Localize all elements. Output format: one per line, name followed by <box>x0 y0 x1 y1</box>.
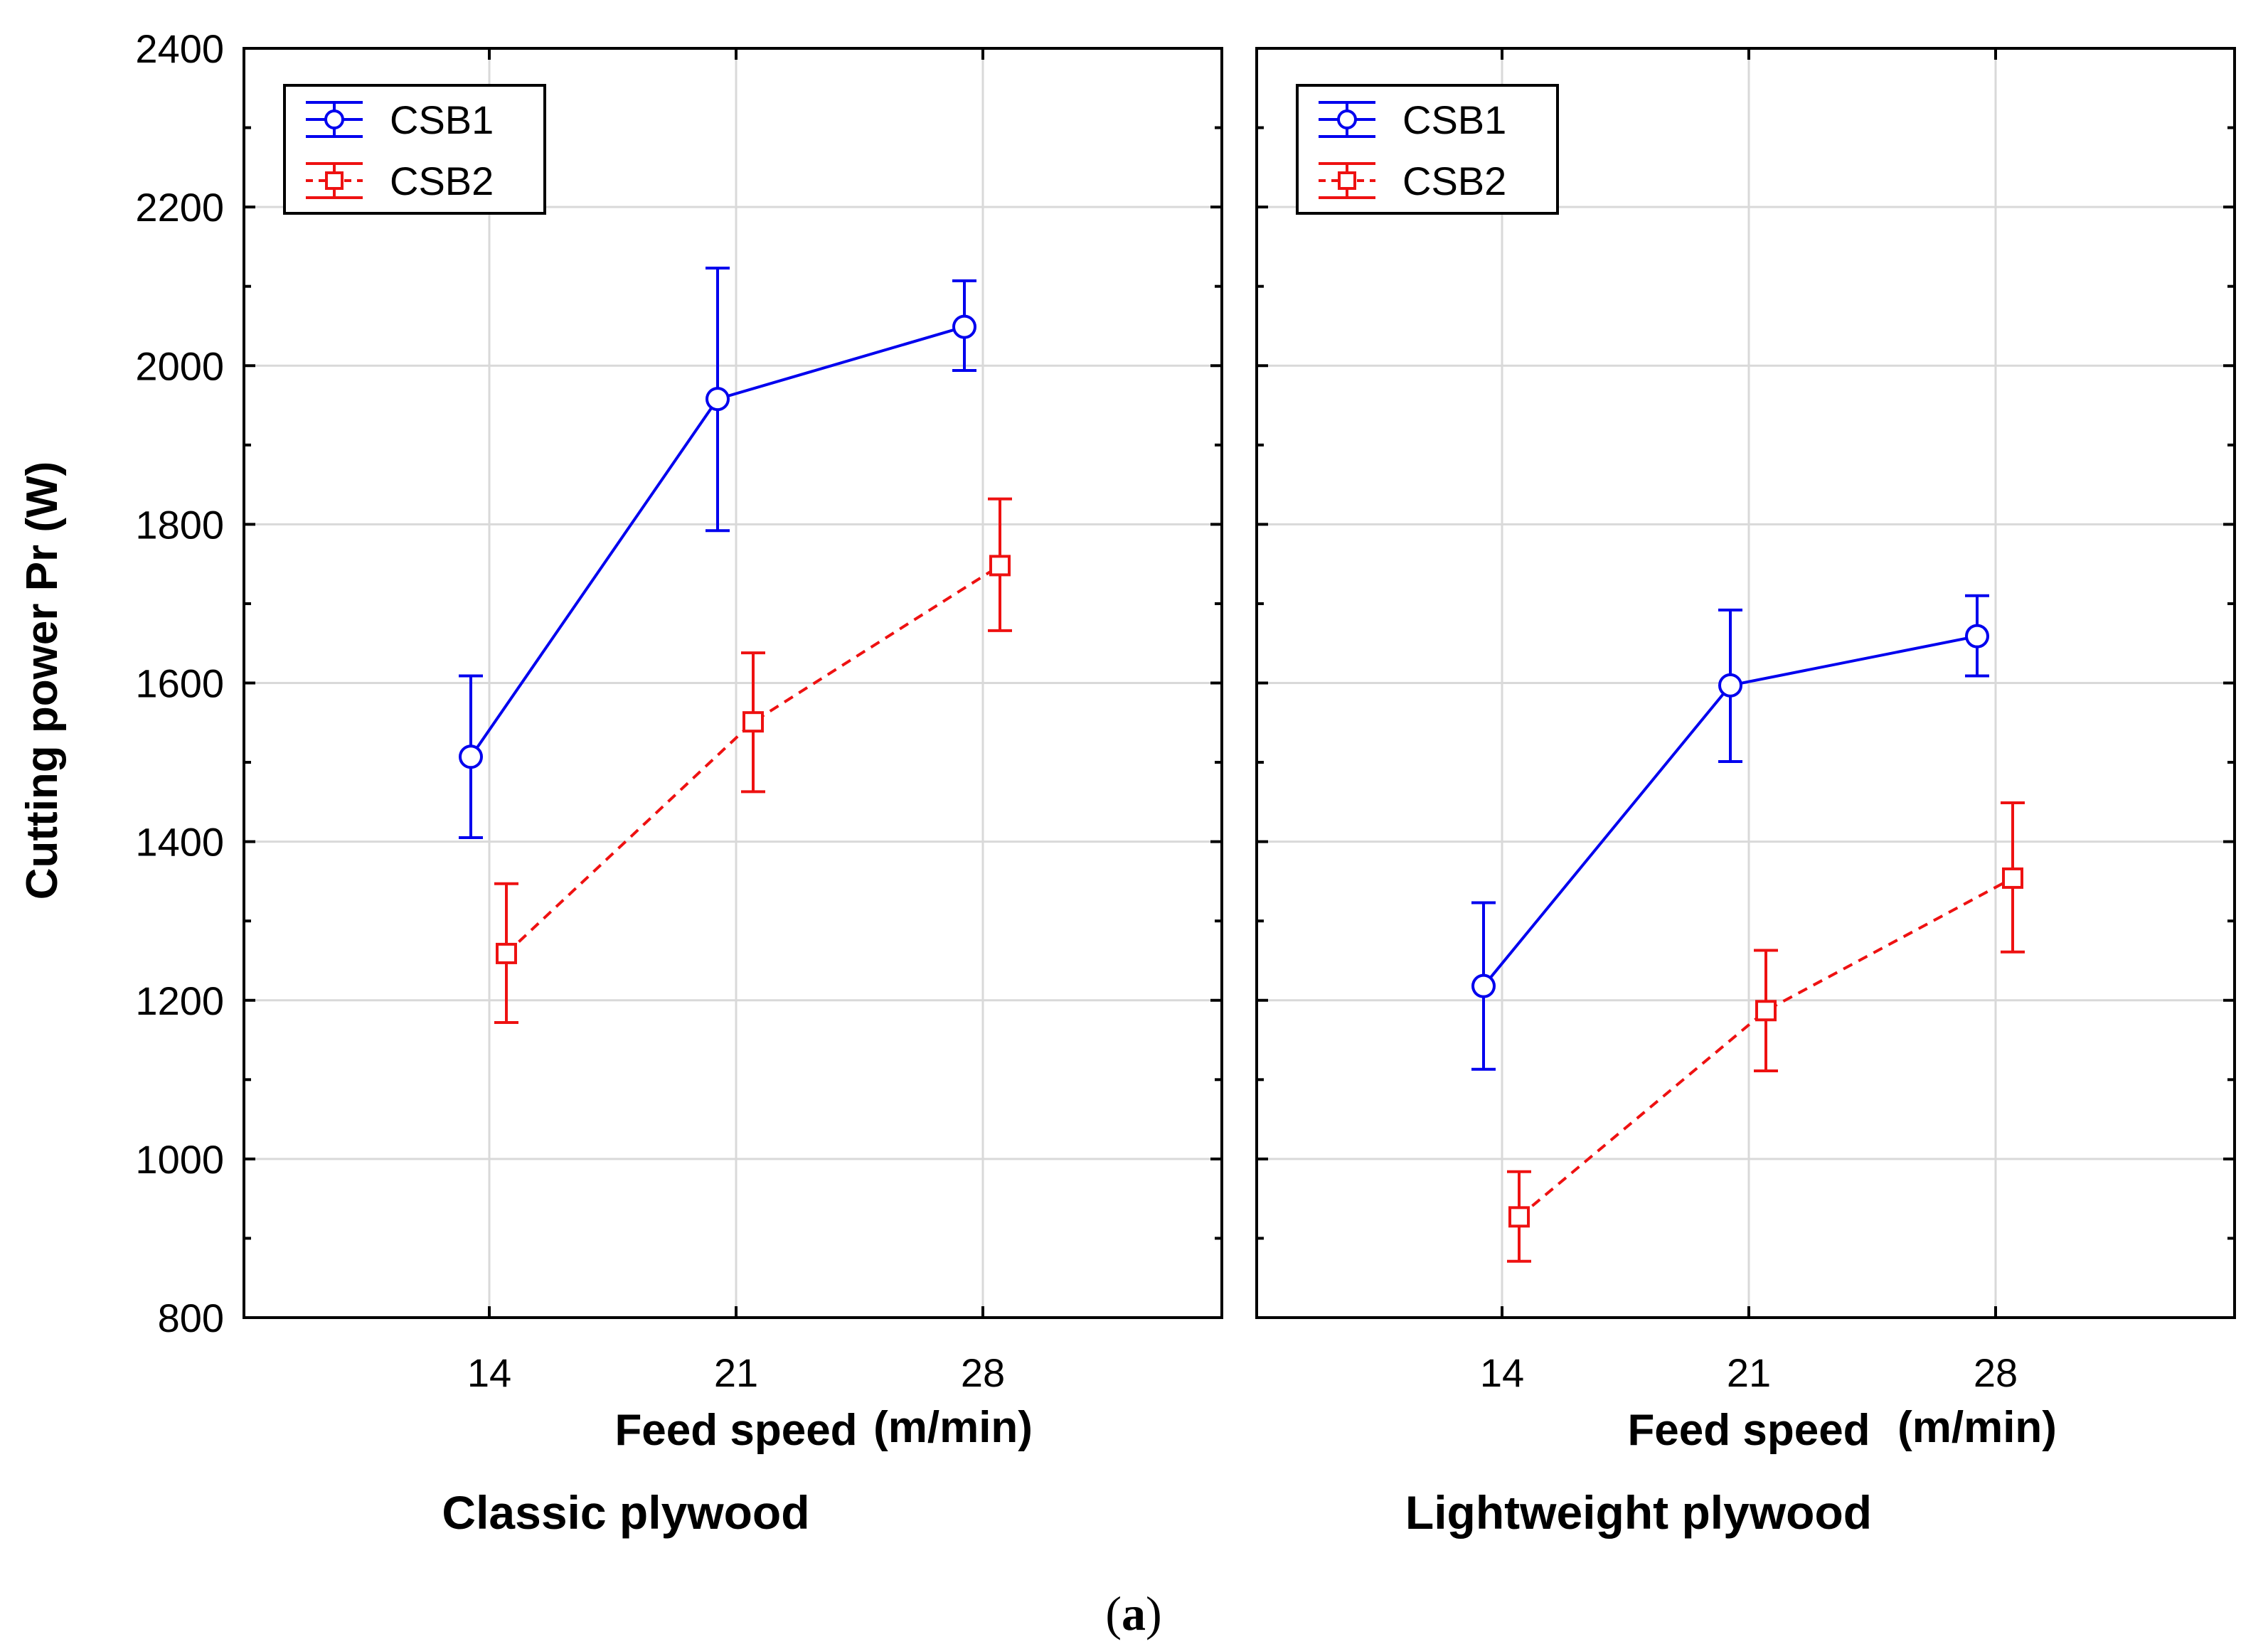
legend-label: CSB2 <box>390 159 494 203</box>
panel-title: Classic plywood <box>442 1486 809 1539</box>
x-tick-label: 28 <box>1974 1350 2018 1395</box>
legend-label: CSB2 <box>1402 159 1506 203</box>
x-tick-label: 21 <box>1727 1350 1771 1395</box>
legend: CSB1 CSB2 <box>1296 84 1559 215</box>
y-tick-label: 1600 <box>135 661 224 706</box>
series-csb1 <box>459 267 976 840</box>
series-csb2 <box>494 497 1012 1024</box>
y-tick-label: 1800 <box>135 502 224 547</box>
legend-box <box>1296 84 1559 215</box>
y-tick-label: 1400 <box>135 820 224 865</box>
y-axis-title: Cutting power Pr (W) <box>18 461 67 900</box>
data-point <box>2002 867 2023 889</box>
x-tick-label: 14 <box>467 1350 511 1395</box>
data-point <box>459 744 483 769</box>
legend-item-csb2: CSB2 <box>1319 159 1506 203</box>
y-tick-label: 2000 <box>135 343 224 388</box>
x-axis-title: Feed speed <box>614 1406 857 1455</box>
data-point <box>1718 673 1742 698</box>
data-point <box>742 711 764 733</box>
series-csb2 <box>1507 801 2025 1263</box>
data-point <box>989 555 1011 577</box>
x-axis-unit: (m/min) <box>873 1403 1033 1452</box>
y-tick-label: 1000 <box>135 1137 224 1182</box>
legend-label: CSB1 <box>1402 97 1506 142</box>
series-csb1 <box>1471 594 1989 1071</box>
x-axis-unit: (m/min) <box>1897 1403 2057 1452</box>
legend-item-csb1: CSB1 <box>306 97 494 142</box>
legend: CSB1 CSB2 <box>283 84 546 215</box>
figure-caption: (a) <box>1105 1586 1161 1640</box>
panel-2: 14 21 28 Feed speed (m/min) Lightweight plywo… <box>1255 47 2236 1539</box>
x-axis-title: Feed speed <box>1627 1406 1870 1455</box>
y-tick-label: 1200 <box>135 978 224 1023</box>
legend-box <box>283 84 546 215</box>
data-point <box>952 314 976 339</box>
legend-marker <box>325 171 344 190</box>
series-line <box>505 564 1001 955</box>
legend-marker <box>1338 171 1356 190</box>
data-point <box>1471 973 1496 998</box>
legend-item-csb2: CSB2 <box>306 159 494 203</box>
y-tick-label: 2400 <box>135 26 224 71</box>
panel-title: Lightweight plywood <box>1405 1486 1872 1539</box>
x-tick-label: 14 <box>1480 1350 1524 1395</box>
x-tick-label: 21 <box>714 1350 758 1395</box>
y-tick-label: 800 <box>158 1296 224 1340</box>
data-point <box>1965 624 1989 648</box>
legend-marker <box>1337 110 1357 129</box>
legend-marker <box>324 110 344 129</box>
panels: 800 1000 1200 1400 1600 1800 2000 2200 2400 14 21 2… <box>135 26 2236 1539</box>
data-point <box>1508 1206 1530 1228</box>
legend-item-csb1: CSB1 <box>1319 97 1506 142</box>
data-point <box>706 387 730 412</box>
data-point <box>496 942 517 964</box>
caption-letter: a <box>1122 1586 1146 1640</box>
series-line <box>1518 877 2013 1218</box>
y-tick-label: 2200 <box>135 185 224 230</box>
legend-label: CSB1 <box>390 97 494 142</box>
x-tick-label: 28 <box>961 1350 1005 1395</box>
data-point <box>1755 1000 1777 1022</box>
panel-1: 800 1000 1200 1400 1600 1800 2000 2200 2400 14 21 2… <box>135 26 1223 1539</box>
